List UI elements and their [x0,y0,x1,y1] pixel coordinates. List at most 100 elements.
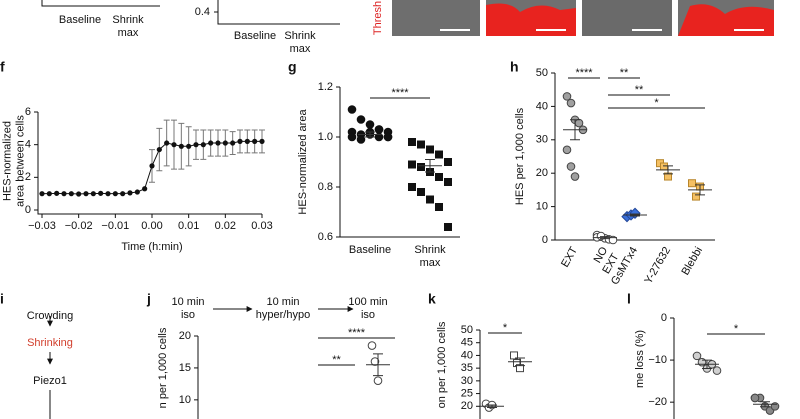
y-tick-label: 20 [536,167,548,179]
y-tick-label: 0.4 [195,6,210,18]
significance-label: * [654,97,659,109]
timeline-step: 10 min iso [171,296,204,321]
y-tick-label: 0 [542,234,548,246]
error-bar [425,159,435,173]
y-tick-label: 4 [25,139,31,151]
x-tick-label: Shrink max [112,14,144,39]
error-bar [600,236,610,240]
flow-node: Crowding [27,310,73,322]
x-tick-label: Baseline [234,30,276,42]
timeline-step: 100 min iso [348,296,387,321]
data-point [120,191,126,197]
data-point [156,146,162,153]
x-tick-label-line: max [420,257,441,269]
x-tick-label: −0.01 [101,220,129,232]
x-tick-label: EXT [559,245,580,270]
x-tick-label: 0.00 [141,220,162,232]
top-images [392,0,774,37]
flow-node: Shrinking [27,337,73,349]
y-tick-label: 30 [461,375,473,387]
y-tick-label: 0.8 [318,181,333,193]
significance-label: **** [575,67,593,79]
x-tick-label: −0.03 [28,220,56,232]
y-tick-label: 15 [179,362,191,374]
axis [37,112,262,215]
error-bar [487,404,497,409]
x-tick-label: Baseline [349,244,391,256]
timeline-step-line: hyper/hypo [256,309,310,321]
panel-letter: h [510,59,519,75]
error-bar [373,353,383,377]
data-point [208,140,214,146]
data-point [186,143,192,149]
data-point [365,120,375,129]
data-point [356,135,366,144]
panel-letter: j [146,291,151,307]
timeline-step-line: 10 min [171,296,204,308]
y-tick-label: 40 [536,100,548,112]
y-tick-label: −10 [648,354,667,366]
y-tick-label: 1.2 [318,81,333,93]
data-point [408,160,416,169]
x-tick-label-line: Shrink [112,14,144,26]
y-tick-label: 45 [461,337,473,349]
data-point [356,115,366,124]
y-tick-label: 10 [179,394,191,406]
data-point [222,140,228,146]
panel-letter: l [627,291,631,307]
panel-letter: i [0,291,4,307]
data-point [435,173,443,181]
y-axis-label-line: HES-normalized area [297,109,309,215]
y-tick-label: 1.0 [318,131,333,143]
data-point [134,189,140,195]
y-tick-label: 0 [25,204,31,216]
panel-letter: f [0,59,5,75]
panel-letter: k [428,291,436,307]
x-tick-label: 0.02 [215,220,236,232]
data-point [510,351,518,360]
data-point [83,191,89,197]
y-tick-label: −20 [648,396,667,408]
error-bar [630,213,640,217]
timeline-step: 10 min hyper/hypo [256,296,310,321]
y-axis-label: n per 1,000 cells [157,327,169,408]
y-tick-label: 2 [25,171,31,183]
data-point [426,195,434,204]
x-tick-label: Y-27632 [642,245,673,286]
timeline-step-line: iso [361,309,375,321]
significance-label: ** [332,354,341,366]
data-point [215,140,221,146]
data-point [54,190,60,196]
y-axis-label-line: HES per 1,000 cells [514,107,526,205]
error-bar [760,401,770,408]
data-point [370,357,380,366]
data-point [444,178,452,186]
error-bar [663,165,673,175]
data-point [46,191,52,197]
data-point [417,163,425,171]
axis [339,87,460,238]
y-axis-label: on per 1,000 cells [436,321,448,408]
data-point [347,105,357,114]
data-point [770,402,780,411]
y-tick-label: 50 [536,67,548,79]
data-point [347,132,357,142]
data-point [712,366,722,375]
data-point [435,150,443,159]
data-point [697,357,707,367]
y-axis-label-line: HES-normalized [1,121,13,201]
data-point [39,191,45,197]
y-axis-label: HES per 1,000 cells [514,107,526,205]
x-axis-label: Time (h:min) [121,241,182,253]
x-tick-label-line: max [290,43,311,55]
data-point [90,191,96,197]
x-tick-label: Shrink max [414,244,446,269]
data-point [149,163,155,169]
data-point [692,192,700,201]
x-tick-label-line: max [118,27,139,39]
data-point [259,138,265,144]
data-point [374,125,384,134]
y-tick-label: 20 [179,330,191,342]
data-point [426,145,434,154]
